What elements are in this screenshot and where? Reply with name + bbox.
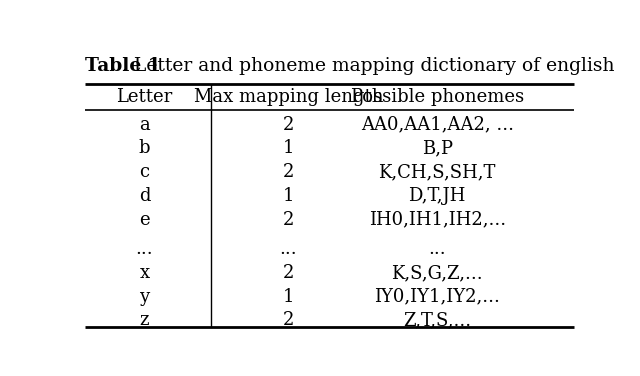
Text: B,P: B,P <box>422 139 452 158</box>
Text: ...: ... <box>136 240 154 258</box>
Text: 1: 1 <box>283 187 294 205</box>
Text: d: d <box>139 187 150 205</box>
Text: AA0,AA1,AA2, ...: AA0,AA1,AA2, ... <box>360 116 514 134</box>
Text: Possible phonemes: Possible phonemes <box>351 88 524 106</box>
Text: . Letter and phoneme mapping dictionary of english: . Letter and phoneme mapping dictionary … <box>122 57 614 75</box>
Text: 2: 2 <box>283 311 294 329</box>
Text: 2: 2 <box>283 116 294 134</box>
Text: ...: ... <box>280 240 297 258</box>
Text: 1: 1 <box>283 288 294 306</box>
Text: e: e <box>139 211 150 229</box>
Text: 1: 1 <box>283 139 294 158</box>
Text: 2: 2 <box>283 163 294 181</box>
Text: c: c <box>140 163 150 181</box>
Text: IY0,IY1,IY2,...: IY0,IY1,IY2,... <box>374 288 500 306</box>
Text: a: a <box>139 116 150 134</box>
Text: IH0,IH1,IH2,...: IH0,IH1,IH2,... <box>369 211 506 229</box>
Text: 2: 2 <box>283 264 294 282</box>
Text: Max mapping length: Max mapping length <box>193 88 383 106</box>
Text: b: b <box>139 139 150 158</box>
Text: Table 1: Table 1 <box>85 57 161 75</box>
Text: K,CH,S,SH,T: K,CH,S,SH,T <box>378 163 496 181</box>
Text: x: x <box>140 264 150 282</box>
Text: z: z <box>140 311 149 329</box>
Text: ...: ... <box>428 240 446 258</box>
Text: Letter: Letter <box>116 88 173 106</box>
Text: K,S,G,Z,...: K,S,G,Z,... <box>391 264 483 282</box>
Text: D,T,JH: D,T,JH <box>408 187 466 205</box>
Text: Z,T,S,...: Z,T,S,... <box>403 311 471 329</box>
Text: 2: 2 <box>283 211 294 229</box>
Text: y: y <box>140 288 150 306</box>
